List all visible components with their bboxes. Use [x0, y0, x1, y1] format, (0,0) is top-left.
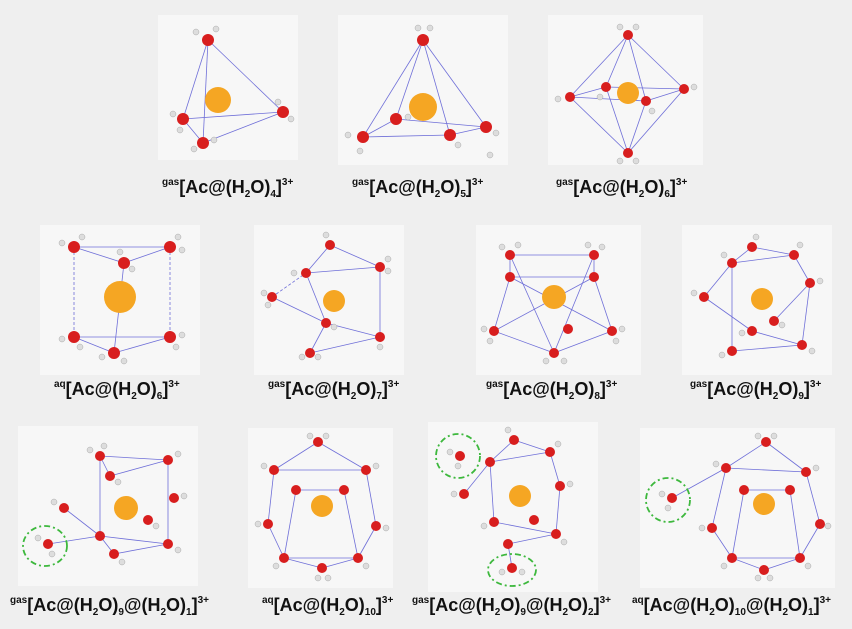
actinium-atom: [104, 281, 136, 313]
actinium-atom: [409, 93, 437, 121]
formula-label: gas[Ac@(H2O)8]3+: [486, 379, 618, 402]
formula-label: gas[Ac@(H2O)7]3+: [268, 379, 400, 402]
structure-ac-h2o-4: [158, 15, 298, 160]
highlight-circle: [22, 525, 68, 567]
molecule-ac-h2o-4: [169, 25, 295, 153]
formula-label: gas[Ac@(H2O)6]3+: [556, 177, 688, 200]
formula-label: gas[Ac@(H2O)5]3+: [352, 177, 484, 200]
formula-label: gas[Ac@(H2O)9@(H2O)2]3+: [412, 595, 611, 618]
molecule-ac-h2o-10-1: [645, 432, 832, 582]
actinium-atom: [509, 485, 531, 507]
actinium-atom: [311, 495, 333, 517]
formula-label: aq[Ac@(H2O)6]3+: [54, 379, 180, 402]
molecule-ac-h2o-9: [690, 233, 824, 359]
structure-ac-h2o-9-2: [428, 422, 598, 592]
actinium-atom: [542, 285, 566, 309]
formula-label: aq[Ac@(H2O)10]3+: [262, 595, 394, 618]
formula-label: gas[Ac@(H2O)4]3+: [162, 177, 294, 200]
structure-ac-h2o-5: [338, 15, 508, 165]
structure-ac-h2o-9: [682, 225, 832, 375]
molecule-ac-h2o-9-2: [435, 426, 574, 587]
formula-label: gas[Ac@(H2O)9@(H2O)1]3+: [10, 595, 209, 618]
actinium-atom: [617, 82, 639, 104]
highlight-circle: [645, 477, 691, 523]
highlight-circle: [435, 433, 481, 479]
molecule-ac-h2o-10: [254, 432, 390, 582]
molecule-ac-h2o-6-aq: [58, 233, 186, 365]
molecule-ac-h2o-9-1: [22, 442, 188, 567]
actinium-atom: [205, 87, 231, 113]
structure-ac-h2o-6-gas: [548, 15, 703, 165]
structure-ac-h2o-8: [476, 225, 641, 375]
actinium-atom: [114, 496, 138, 520]
actinium-atom: [753, 493, 775, 515]
highlight-circle: [487, 553, 537, 587]
structure-ac-h2o-9-1: [18, 426, 198, 586]
molecule-ac-h2o-6-gas: [554, 23, 698, 165]
formula-label: gas[Ac@(H2O)9]3+: [690, 379, 822, 402]
formula-label: aq[Ac@(H2O)10@(H2O)1]3+: [632, 595, 831, 618]
actinium-atom: [323, 290, 345, 312]
structure-ac-h2o-10-1: [640, 428, 835, 588]
actinium-atom: [751, 288, 773, 310]
molecule-ac-h2o-7: [260, 231, 392, 361]
molecule-ac-h2o-8: [480, 241, 626, 365]
structure-ac-h2o-6-aq: [40, 225, 200, 375]
molecule-ac-h2o-5: [344, 24, 500, 159]
structure-ac-h2o-10: [248, 428, 393, 588]
structure-ac-h2o-7: [254, 225, 404, 375]
